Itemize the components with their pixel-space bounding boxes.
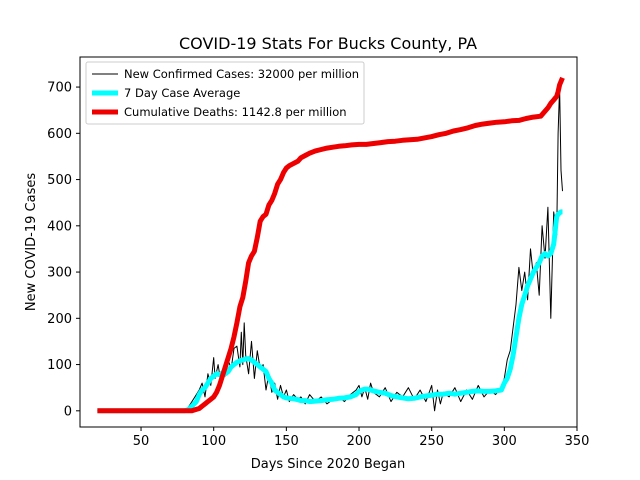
x-tick-label: 50	[133, 434, 150, 449]
x-tick-label: 300	[492, 434, 517, 449]
x-tick-label: 250	[419, 434, 444, 449]
y-tick-label: 300	[47, 266, 72, 281]
y-tick-label: 600	[47, 127, 72, 142]
y-tick-label: 100	[47, 358, 72, 373]
x-axis: 50 100 150 200 250 300 350	[133, 427, 590, 449]
plot-area	[79, 56, 578, 428]
x-tick-label: 350	[565, 434, 590, 449]
y-tick-label: 0	[64, 404, 72, 419]
series-line-3	[97, 76, 565, 414]
y-tick-label: 200	[47, 312, 72, 327]
x-tick-label: 100	[201, 434, 226, 449]
legend: New Confirmed Cases: 32000 per million 7 …	[85, 61, 365, 125]
series-layer	[97, 76, 565, 414]
x-axis-label: Days Since 2020 Began	[251, 457, 406, 472]
y-tick-label: 700	[47, 81, 72, 96]
plot-frame	[79, 56, 578, 428]
legend-box	[85, 61, 365, 125]
series-line-2	[97, 209, 564, 414]
x-tick-label: 150	[274, 434, 299, 449]
y-tick-label: 500	[47, 173, 72, 188]
legend-entry-2: 7 Day Case Average	[124, 86, 240, 100]
y-axis-label: New COVID-19 Cases	[24, 173, 39, 311]
x-tick-label: 200	[347, 434, 372, 449]
legend-entry-3: Cumulative Deaths: 1142.8 per million	[124, 105, 347, 119]
legend-items: New Confirmed Cases: 32000 per million 7 …	[92, 67, 359, 119]
y-tick-label: 400	[47, 219, 72, 234]
legend-entry-1: New Confirmed Cases: 32000 per million	[124, 67, 359, 81]
y-axis: 0 100 200 300 400 500 600 700	[47, 81, 80, 419]
chart-title: COVID-19 Stats For Bucks County, PA	[179, 34, 477, 53]
